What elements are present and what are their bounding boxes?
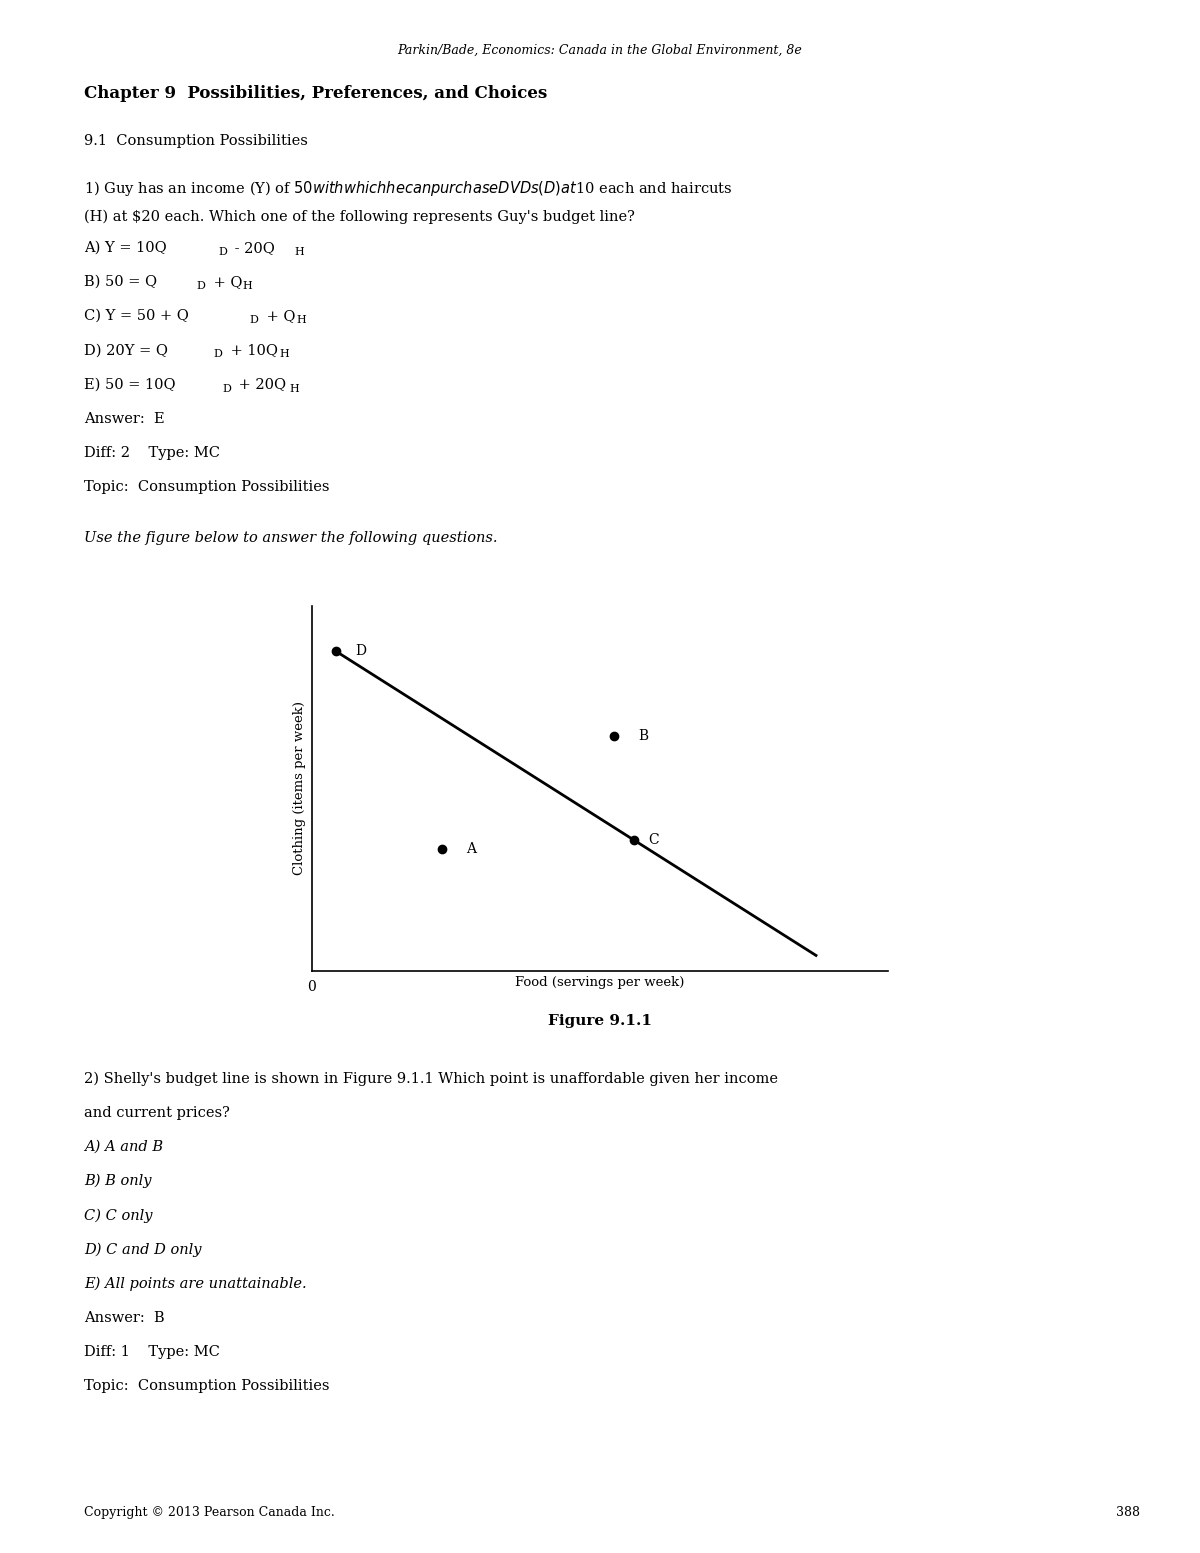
Text: B) B only: B) B only: [84, 1174, 151, 1188]
Text: C: C: [648, 832, 659, 846]
Text: A: A: [466, 842, 475, 856]
Text: H: H: [242, 281, 252, 290]
Text: C) Y = 50 + Q: C) Y = 50 + Q: [84, 309, 188, 323]
X-axis label: Food (servings per week): Food (servings per week): [515, 977, 685, 989]
Text: 9.1  Consumption Possibilities: 9.1 Consumption Possibilities: [84, 134, 308, 148]
Text: H: H: [289, 384, 299, 393]
Text: 2) Shelly's budget line is shown in Figure 9.1.1 Which point is unaffordable giv: 2) Shelly's budget line is shown in Figu…: [84, 1072, 778, 1086]
Text: D: D: [222, 384, 230, 393]
Text: (H) at $20 each. Which one of the following represents Guy's budget line?: (H) at $20 each. Which one of the follow…: [84, 210, 635, 224]
Text: E) All points are unattainable.: E) All points are unattainable.: [84, 1277, 307, 1291]
Text: Diff: 1    Type: MC: Diff: 1 Type: MC: [84, 1345, 220, 1359]
Text: H: H: [294, 247, 304, 256]
Text: + Q: + Q: [209, 275, 242, 289]
Text: D: D: [355, 644, 366, 658]
Text: Topic:  Consumption Possibilities: Topic: Consumption Possibilities: [84, 480, 330, 494]
Text: + 20Q: + 20Q: [234, 377, 286, 391]
Text: D: D: [250, 315, 258, 325]
Text: H: H: [296, 315, 306, 325]
Text: + 10Q: + 10Q: [226, 343, 277, 357]
Text: + Q: + Q: [262, 309, 295, 323]
Text: D: D: [214, 349, 222, 359]
Text: Answer:  B: Answer: B: [84, 1311, 164, 1325]
Text: 388: 388: [1116, 1506, 1140, 1519]
Text: B) 50 = Q: B) 50 = Q: [84, 275, 157, 289]
Text: D) C and D only: D) C and D only: [84, 1242, 202, 1256]
Text: A) A and B: A) A and B: [84, 1140, 163, 1154]
Text: A) Y = 10Q: A) Y = 10Q: [84, 241, 167, 255]
Text: B: B: [638, 730, 648, 744]
Text: 0: 0: [307, 980, 317, 994]
Text: C) C only: C) C only: [84, 1208, 152, 1222]
Text: 1) Guy has an income (Y) of $50 with which he can purchase DVDs (D) at $10 each : 1) Guy has an income (Y) of $50 with whi…: [84, 179, 732, 197]
Text: Topic:  Consumption Possibilities: Topic: Consumption Possibilities: [84, 1379, 330, 1393]
Text: D: D: [197, 281, 205, 290]
Text: Diff: 2    Type: MC: Diff: 2 Type: MC: [84, 446, 220, 460]
Text: D) 20Y = Q: D) 20Y = Q: [84, 343, 168, 357]
Text: H: H: [280, 349, 289, 359]
Text: E) 50 = 10Q: E) 50 = 10Q: [84, 377, 175, 391]
Text: Chapter 9  Possibilities, Preferences, and Choices: Chapter 9 Possibilities, Preferences, an…: [84, 85, 547, 102]
Text: D: D: [218, 247, 227, 256]
Text: Parkin/Bade, Economics: Canada in the Global Environment, 8e: Parkin/Bade, Economics: Canada in the Gl…: [397, 43, 803, 56]
Text: Use the figure below to answer the following questions.: Use the figure below to answer the follo…: [84, 531, 498, 545]
Text: Answer:  E: Answer: E: [84, 412, 164, 426]
Text: and current prices?: and current prices?: [84, 1106, 230, 1120]
Y-axis label: Clothing (items per week): Clothing (items per week): [294, 700, 306, 876]
Text: Figure 9.1.1: Figure 9.1.1: [548, 1014, 652, 1028]
Text: - 20Q: - 20Q: [230, 241, 275, 255]
Text: Copyright © 2013 Pearson Canada Inc.: Copyright © 2013 Pearson Canada Inc.: [84, 1506, 335, 1519]
